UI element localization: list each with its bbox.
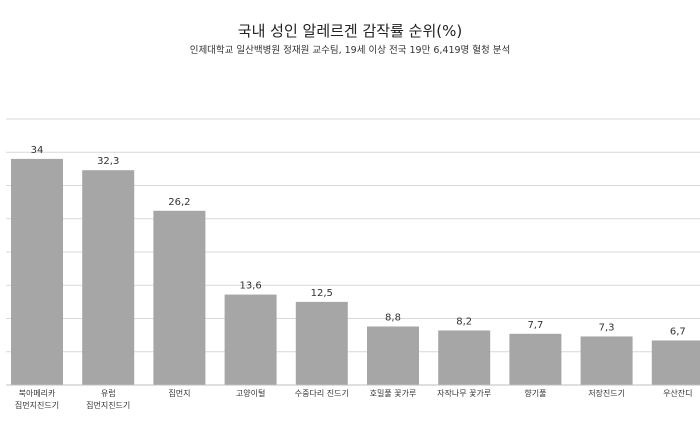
data-label: 6,7 <box>670 326 686 337</box>
bar <box>367 326 419 385</box>
data-label: 13,6 <box>239 281 261 292</box>
data-label: 34 <box>31 145 44 156</box>
bar <box>580 336 633 385</box>
bar <box>438 330 491 385</box>
data-label: 8,8 <box>385 312 401 323</box>
category-label: 우산잔디 <box>663 388 692 398</box>
bar <box>224 294 277 385</box>
data-label: 7,3 <box>599 322 615 333</box>
category-label: 향기풀 <box>524 389 546 398</box>
category-label: 집먼지 <box>168 388 190 398</box>
bar <box>153 210 206 385</box>
data-label: 26,2 <box>168 197 190 208</box>
bar <box>295 301 348 385</box>
data-label: 8,2 <box>456 316 472 327</box>
category-label: 수중다리 진드기 <box>295 388 349 398</box>
bar <box>11 158 63 385</box>
category-label: 집먼지진드기 <box>86 400 130 410</box>
data-label: 12,5 <box>311 288 333 299</box>
bar <box>82 170 135 385</box>
data-label: 32,3 <box>97 156 119 167</box>
category-label: 호밀풀 꽃가루 <box>370 389 417 398</box>
category-label: 고양이털 <box>236 388 265 398</box>
data-label: 7,7 <box>527 320 543 331</box>
category-label: 유럽 <box>101 389 116 398</box>
bar <box>509 333 562 385</box>
category-label: 자작나무 꽃가루 <box>437 388 491 398</box>
chart-title: 국내 성인 알레르겐 감작률 순위(%) <box>237 22 463 40</box>
bar <box>651 340 700 385</box>
chart-subtitle: 인제대학교 일산백병원 정재원 교수팀, 19세 이상 전국 19만 6,419… <box>189 45 511 56</box>
category-label: 저장진드기 <box>588 388 625 398</box>
category-label: 북아메리카 <box>19 388 56 398</box>
category-label: 집먼지진드기 <box>15 400 59 410</box>
